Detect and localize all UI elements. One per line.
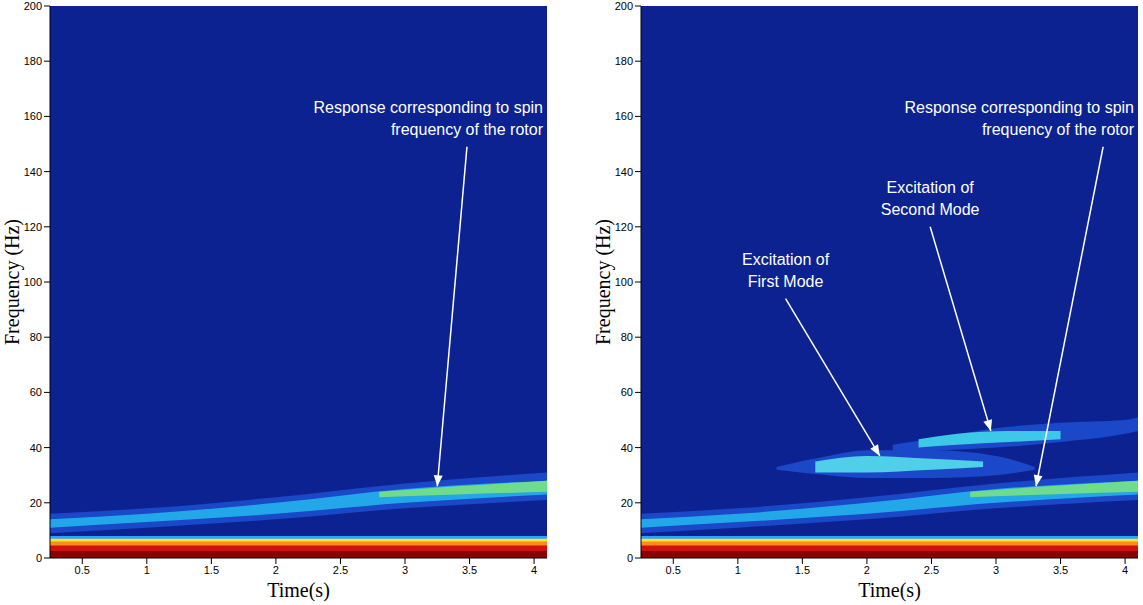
svg-text:1: 1 (735, 564, 741, 576)
svg-text:120: 120 (24, 221, 42, 233)
svg-text:20: 20 (30, 497, 42, 509)
svg-text:80: 80 (621, 331, 633, 343)
svg-text:120: 120 (615, 221, 633, 233)
html-text:Frequency (Hz): Frequency (Hz) (592, 219, 614, 345)
svg-text:20: 20 (621, 497, 633, 509)
svg-text:2: 2 (864, 564, 870, 576)
svg-text:160: 160 (24, 110, 42, 122)
svg-text:Response corresponding to spin: Response corresponding to spin (905, 99, 1134, 116)
svg-text:200: 200 (615, 0, 633, 12)
svg-text:60: 60 (30, 386, 42, 398)
svg-text:1: 1 (144, 564, 150, 576)
svg-text:2: 2 (273, 564, 279, 576)
svg-text:Excitation of: Excitation of (887, 179, 975, 196)
svg-text:140: 140 (615, 166, 633, 178)
svg-text:0: 0 (36, 552, 42, 564)
svg-text:3: 3 (993, 564, 999, 576)
html-text:Frequency (Hz): Frequency (Hz) (1, 219, 23, 345)
svg-text:100: 100 (24, 276, 42, 288)
svg-text:60: 60 (621, 386, 633, 398)
svg-text:1.5: 1.5 (204, 564, 219, 576)
svg-text:4: 4 (531, 564, 537, 576)
svg-text:200: 200 (24, 0, 42, 12)
svg-text:1.5: 1.5 (795, 564, 810, 576)
svg-text:Excitation of: Excitation of (742, 251, 830, 268)
html-text:Time(s): Time(s) (267, 579, 330, 601)
svg-text:4: 4 (1122, 564, 1128, 576)
svg-text:3.5: 3.5 (1053, 564, 1068, 576)
svg-text:140: 140 (24, 166, 42, 178)
svg-text:100: 100 (615, 276, 633, 288)
svg-text:frequency of the rotor: frequency of the rotor (391, 121, 544, 138)
svg-text:3.5: 3.5 (462, 564, 477, 576)
html-text:Time(s): Time(s) (858, 579, 921, 601)
svg-text:180: 180 (24, 55, 42, 67)
svg-text:Response corresponding to spin: Response corresponding to spin (314, 99, 543, 116)
svg-text:40: 40 (621, 442, 633, 454)
svg-text:0.5: 0.5 (75, 564, 90, 576)
svg-text:0: 0 (627, 552, 633, 564)
svg-text:0.5: 0.5 (666, 564, 681, 576)
svg-text:180: 180 (615, 55, 633, 67)
svg-text:40: 40 (30, 442, 42, 454)
svg-text:3: 3 (402, 564, 408, 576)
svg-text:80: 80 (30, 331, 42, 343)
svg-text:frequency of the rotor: frequency of the rotor (982, 121, 1135, 138)
svg-text:First Mode: First Mode (748, 273, 824, 290)
svg-text:2.5: 2.5 (333, 564, 348, 576)
svg-text:2.5: 2.5 (924, 564, 939, 576)
svg-text:160: 160 (615, 110, 633, 122)
svg-text:Second Mode: Second Mode (881, 201, 980, 218)
